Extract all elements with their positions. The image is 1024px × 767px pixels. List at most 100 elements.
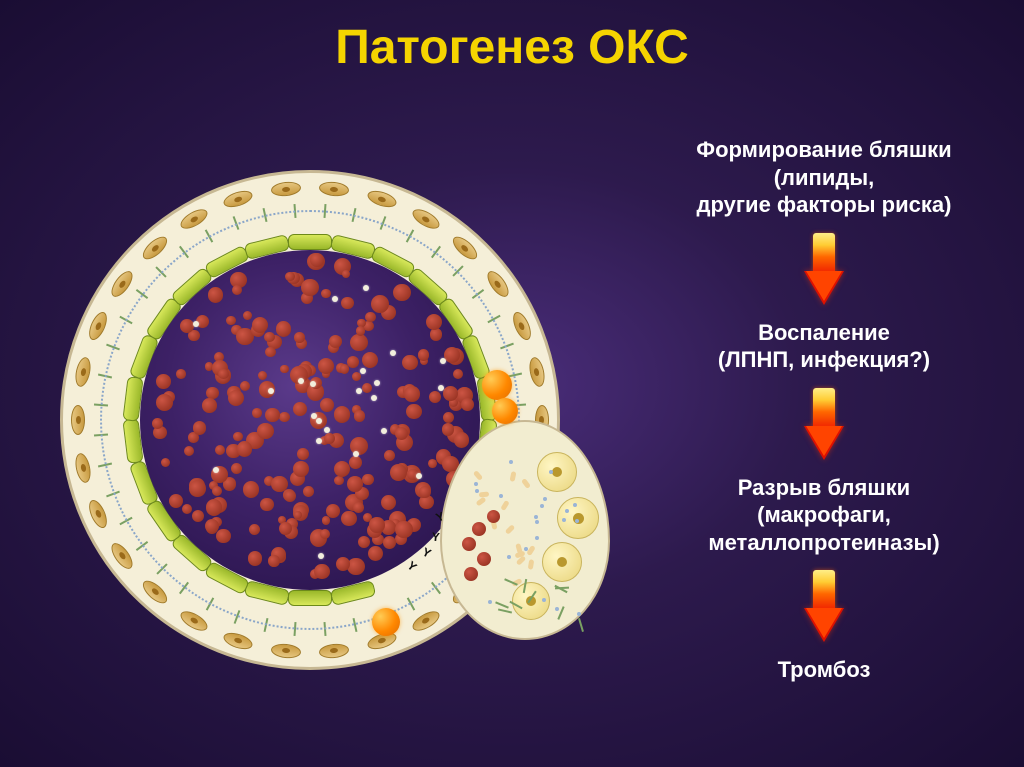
rbc-icon bbox=[193, 421, 206, 434]
rbc-icon bbox=[428, 459, 437, 468]
leukocyte-icon bbox=[318, 553, 324, 559]
rbc-icon bbox=[176, 369, 186, 379]
rbc-icon bbox=[350, 334, 368, 352]
rbc-icon bbox=[169, 494, 183, 508]
rbc-icon bbox=[453, 369, 463, 379]
rbc-icon bbox=[383, 536, 396, 549]
lumen bbox=[140, 250, 480, 590]
artery-cross-section: Y Y Y Y bbox=[60, 170, 560, 670]
rbc-icon bbox=[240, 381, 250, 391]
rbc-icon bbox=[320, 529, 330, 539]
ldl-particle-icon bbox=[488, 600, 492, 604]
rbc-icon bbox=[334, 476, 343, 485]
ldl-particle-icon bbox=[507, 555, 511, 559]
rbc-icon bbox=[320, 398, 334, 412]
collagen-tick-icon bbox=[578, 618, 584, 632]
rbc-icon bbox=[430, 328, 442, 340]
rbc-icon bbox=[395, 521, 412, 538]
ldl-particle-icon bbox=[555, 607, 559, 611]
ldl-particle-icon bbox=[474, 482, 478, 486]
rbc-icon bbox=[257, 423, 273, 439]
rbc-icon bbox=[294, 332, 305, 343]
ldl-particle-icon bbox=[542, 598, 546, 602]
platelet-icon bbox=[500, 500, 509, 511]
platelet-icon bbox=[509, 472, 516, 483]
endothelium-segment-icon bbox=[288, 590, 332, 606]
rbc-icon bbox=[354, 410, 365, 421]
leukocyte-icon bbox=[390, 350, 396, 356]
rbc-icon bbox=[258, 371, 267, 380]
rbc-icon bbox=[342, 270, 350, 278]
slide-title: Патогенез ОКС bbox=[0, 20, 1024, 75]
rbc-icon bbox=[297, 448, 309, 460]
ldl-particle-icon bbox=[535, 536, 539, 540]
platelet-icon bbox=[528, 559, 535, 570]
ldl-particle-icon bbox=[509, 460, 513, 464]
flow-step-2: Воспаление (ЛПНП, инфекция?) bbox=[654, 319, 994, 374]
rbc-icon bbox=[248, 551, 263, 566]
rbc-icon bbox=[341, 511, 356, 526]
rbc-icon bbox=[161, 458, 171, 468]
rbc-icon bbox=[285, 272, 294, 281]
rbc-icon bbox=[347, 476, 363, 492]
leukocyte-icon bbox=[356, 388, 362, 394]
rbc-icon bbox=[454, 432, 469, 447]
flow-arrow-1 bbox=[654, 233, 994, 305]
rbc-icon bbox=[276, 321, 292, 337]
flow-arrow-2 bbox=[654, 388, 994, 460]
rbc-icon bbox=[334, 461, 350, 477]
rbc-icon bbox=[232, 285, 242, 295]
ldl-particle-icon bbox=[573, 503, 577, 507]
flow-arrow-3 bbox=[654, 570, 994, 642]
rbc-icon bbox=[464, 567, 478, 581]
rbc-icon bbox=[362, 352, 378, 368]
flow-step-4: Тромбоз bbox=[654, 656, 994, 684]
rbc-icon bbox=[279, 412, 290, 423]
rbc-icon bbox=[487, 510, 500, 523]
rbc-icon bbox=[404, 386, 419, 401]
rbc-icon bbox=[293, 461, 309, 477]
rbc-icon bbox=[390, 464, 407, 481]
rbc-icon bbox=[368, 546, 383, 561]
rbc-icon bbox=[318, 358, 334, 374]
rbc-icon bbox=[303, 486, 314, 497]
ldl-particle-icon bbox=[535, 520, 539, 524]
rbc-icon bbox=[340, 364, 350, 374]
rbc-icon bbox=[381, 495, 397, 511]
rbc-icon bbox=[182, 504, 192, 514]
rbc-icon bbox=[156, 374, 171, 389]
rbc-icon bbox=[358, 536, 370, 548]
platelet-icon bbox=[505, 524, 516, 535]
ldl-particle-icon bbox=[540, 504, 544, 508]
rbc-icon bbox=[384, 450, 395, 461]
rbc-icon bbox=[341, 297, 353, 309]
ldl-particle-icon bbox=[499, 494, 503, 498]
lipid-droplet-icon bbox=[482, 370, 512, 400]
rbc-icon bbox=[326, 504, 340, 518]
foam-cell-icon bbox=[542, 542, 582, 582]
rbc-icon bbox=[362, 383, 372, 393]
rbc-icon bbox=[265, 347, 276, 358]
rbc-icon bbox=[443, 386, 458, 401]
rbc-icon bbox=[334, 406, 350, 422]
rbc-icon bbox=[314, 564, 330, 580]
rbc-icon bbox=[260, 498, 274, 512]
leukocyte-icon bbox=[374, 380, 380, 386]
rbc-icon bbox=[268, 555, 279, 566]
rbc-icon bbox=[321, 289, 330, 298]
leukocyte-icon bbox=[298, 378, 304, 384]
rbc-icon bbox=[237, 441, 253, 457]
rbc-icon bbox=[202, 398, 217, 413]
rbc-icon bbox=[353, 502, 364, 513]
rbc-icon bbox=[429, 391, 442, 404]
rbc-icon bbox=[265, 408, 279, 422]
rbc-icon bbox=[442, 423, 454, 435]
rbc-icon bbox=[243, 481, 259, 497]
rbc-icon bbox=[443, 412, 454, 423]
rbc-icon bbox=[152, 418, 163, 429]
rbc-icon bbox=[208, 287, 224, 303]
rbc-icon bbox=[192, 510, 204, 522]
foam-cell-icon bbox=[537, 452, 577, 492]
rbc-icon bbox=[369, 517, 384, 532]
collagen-tick-icon bbox=[498, 609, 512, 614]
